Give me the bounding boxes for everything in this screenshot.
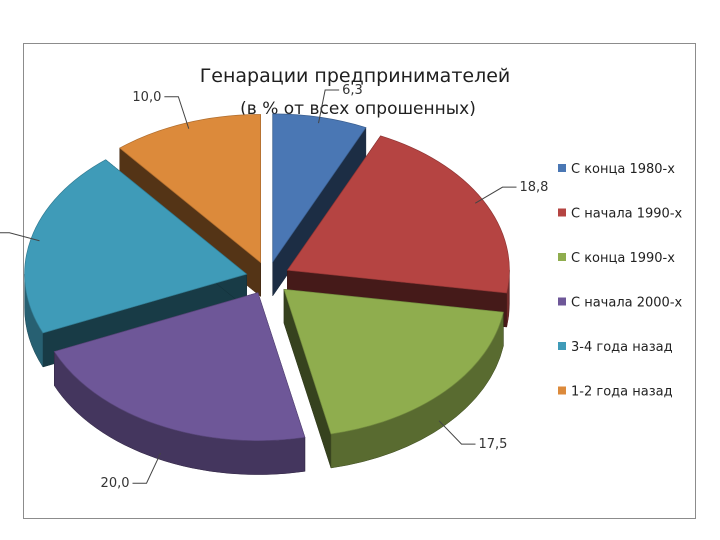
legend-swatch-1 [558, 164, 566, 172]
legend-label-4: С начала 2000-х [571, 296, 683, 311]
legend: С конца 1980-х С начала 1990-х С конца 199… [558, 162, 683, 400]
chart-subtitle: (в % от всех опрошенных) [240, 99, 476, 119]
leader-line-1 [318, 89, 340, 124]
legend-label-2: С начала 1990-х [571, 207, 683, 222]
leader-line-6 [164, 96, 190, 129]
legend-label-6: 1-2 года назад [571, 385, 673, 400]
data-labels: 6,318,817,520,018,810,0 [101, 83, 549, 491]
data-label-3: 17,5 [479, 437, 508, 452]
legend-swatch-3 [558, 253, 566, 261]
slice-3 [283, 288, 504, 469]
legend-swatch-4 [558, 297, 566, 306]
chart-title: Генарации предпринимателей [200, 65, 511, 87]
data-label-6: 10,0 [132, 90, 161, 105]
leader-line-4 [132, 452, 162, 484]
leader-lines [0, 89, 517, 484]
legend-label-5: 3-4 года назад [571, 340, 673, 355]
data-label-1: 6,3 [342, 83, 363, 98]
legend-swatch-6 [558, 386, 566, 395]
legend-swatch-2 [558, 208, 566, 217]
data-label-2: 18,8 [520, 180, 549, 195]
leader-line-5 [0, 232, 40, 242]
legend-swatch-5 [558, 342, 566, 350]
leader-line-2 [475, 186, 517, 204]
slice-5 [24, 159, 248, 368]
legend-label-1: С конца 1980-х [571, 162, 675, 177]
data-label-4: 20,0 [101, 476, 130, 491]
pie-slices [24, 113, 510, 475]
leader-line-3 [438, 420, 476, 445]
slice-4 [53, 292, 306, 475]
legend-label-3: С конца 1990-х [571, 251, 675, 266]
